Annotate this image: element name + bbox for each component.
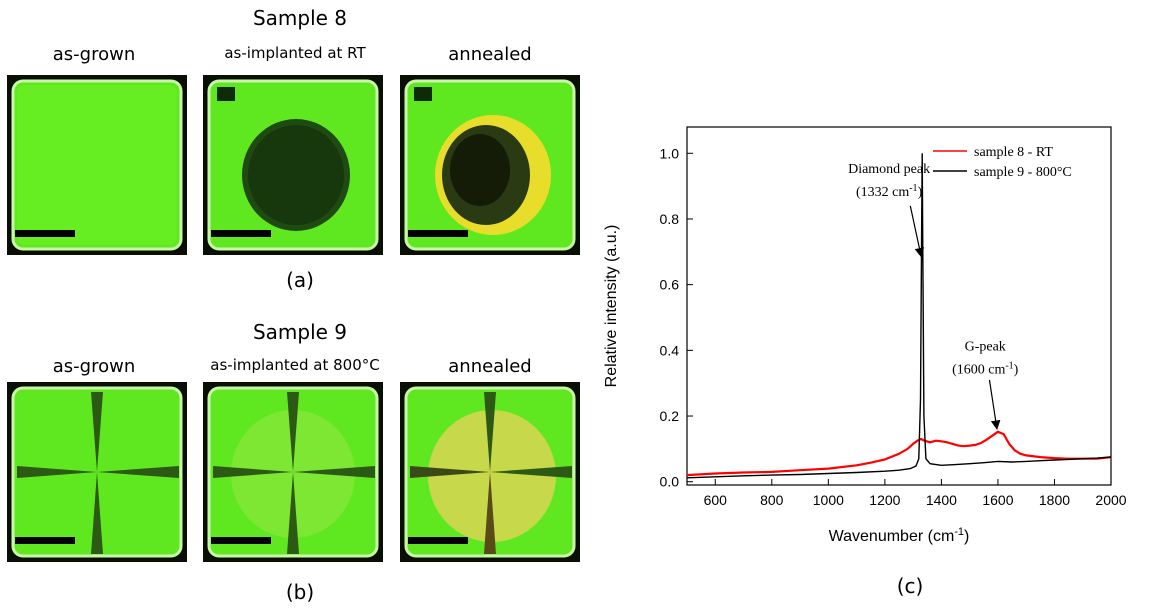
panel-b-tile-3-label: annealed bbox=[448, 356, 532, 377]
y-tick-label: 1.0 bbox=[660, 145, 680, 161]
sample9-as-grown-image bbox=[7, 382, 187, 562]
scale-bar bbox=[408, 230, 468, 237]
x-tick-label: 1200 bbox=[869, 492, 900, 508]
panel-b-caption: (b) bbox=[285, 580, 315, 604]
panel-b-tile-1-label: as-grown bbox=[52, 356, 136, 377]
annotations: Diamond peak (1332 cm-1) G-peak (1600 cm-1) bbox=[848, 162, 1019, 430]
y-tick-label: 0.0 bbox=[660, 474, 680, 490]
scale-bar bbox=[15, 230, 75, 237]
sample8-as-grown-image bbox=[7, 75, 187, 255]
scale-bar bbox=[211, 537, 271, 544]
scale-bar bbox=[15, 537, 75, 544]
y-tick-label: 0.6 bbox=[660, 277, 680, 293]
sample8-as-implanted-image bbox=[203, 75, 383, 255]
annotation-title: Diamond peak bbox=[848, 162, 930, 177]
annotation-value: (1600 cm-1) bbox=[952, 360, 1019, 378]
annotation-arrow bbox=[988, 379, 1001, 430]
x-tick-label: 2000 bbox=[1095, 492, 1126, 508]
panel-a-caption: (a) bbox=[286, 268, 314, 292]
annotation-value: (1332 cm-1) bbox=[856, 182, 923, 200]
raman-chart: 600 800 1000 1200 1400 1600 1800 2000 0.0 0.2 0.4… bbox=[603, 126, 1127, 545]
panel-a-title: Sample 8 bbox=[252, 6, 348, 30]
legend-label: sample 9 - 800°C bbox=[974, 165, 1072, 180]
x-tick-label: 1000 bbox=[813, 492, 844, 508]
x-tick-label: 600 bbox=[704, 492, 728, 508]
sample8-annealed-image bbox=[400, 75, 580, 255]
sample9-as-implanted-image bbox=[203, 382, 383, 562]
x-tick-label: 1400 bbox=[926, 492, 957, 508]
panel-c-caption: (c) bbox=[896, 574, 924, 598]
x-tick-label: 1600 bbox=[982, 492, 1013, 508]
panel-a-tile-3-label: annealed bbox=[448, 44, 532, 65]
panel-b-tile-2-label: as-implanted at 800°C bbox=[210, 356, 380, 374]
legend: sample 8 - RT sample 9 - 800°C bbox=[933, 145, 1072, 180]
plot-frame bbox=[686, 126, 1112, 486]
scale-bar bbox=[211, 230, 271, 237]
x-axis-label: Wavenumber (cm-1) bbox=[829, 526, 970, 545]
x-tick-label: 800 bbox=[760, 492, 784, 508]
series-line-2 bbox=[686, 153, 1112, 479]
sample9-annealed-image bbox=[400, 382, 580, 562]
y-tick-label: 0.8 bbox=[660, 211, 680, 227]
annotation-title: G-peak bbox=[965, 339, 1006, 354]
y-axis-label: Relative intensity (a.u.) bbox=[603, 225, 620, 388]
x-axis: 600 800 1000 1200 1400 1600 1800 2000 bbox=[704, 479, 1127, 508]
legend-label: sample 8 - RT bbox=[974, 145, 1053, 160]
y-tick-label: 0.2 bbox=[660, 408, 680, 424]
panel-b-title: Sample 9 bbox=[252, 320, 348, 344]
series-layer bbox=[686, 153, 1112, 479]
y-tick-label: 0.4 bbox=[660, 342, 680, 358]
panel-a-tile-1-label: as-grown bbox=[52, 44, 136, 65]
series-line-1 bbox=[686, 430, 1112, 477]
panel-a-tile-2-label: as-implanted at RT bbox=[224, 44, 366, 62]
annotation-arrow bbox=[909, 205, 925, 258]
x-tick-label: 1800 bbox=[1039, 492, 1070, 508]
y-axis: 0.0 0.2 0.4 0.6 0.8 1.0 bbox=[660, 145, 693, 490]
scale-bar bbox=[408, 537, 468, 544]
